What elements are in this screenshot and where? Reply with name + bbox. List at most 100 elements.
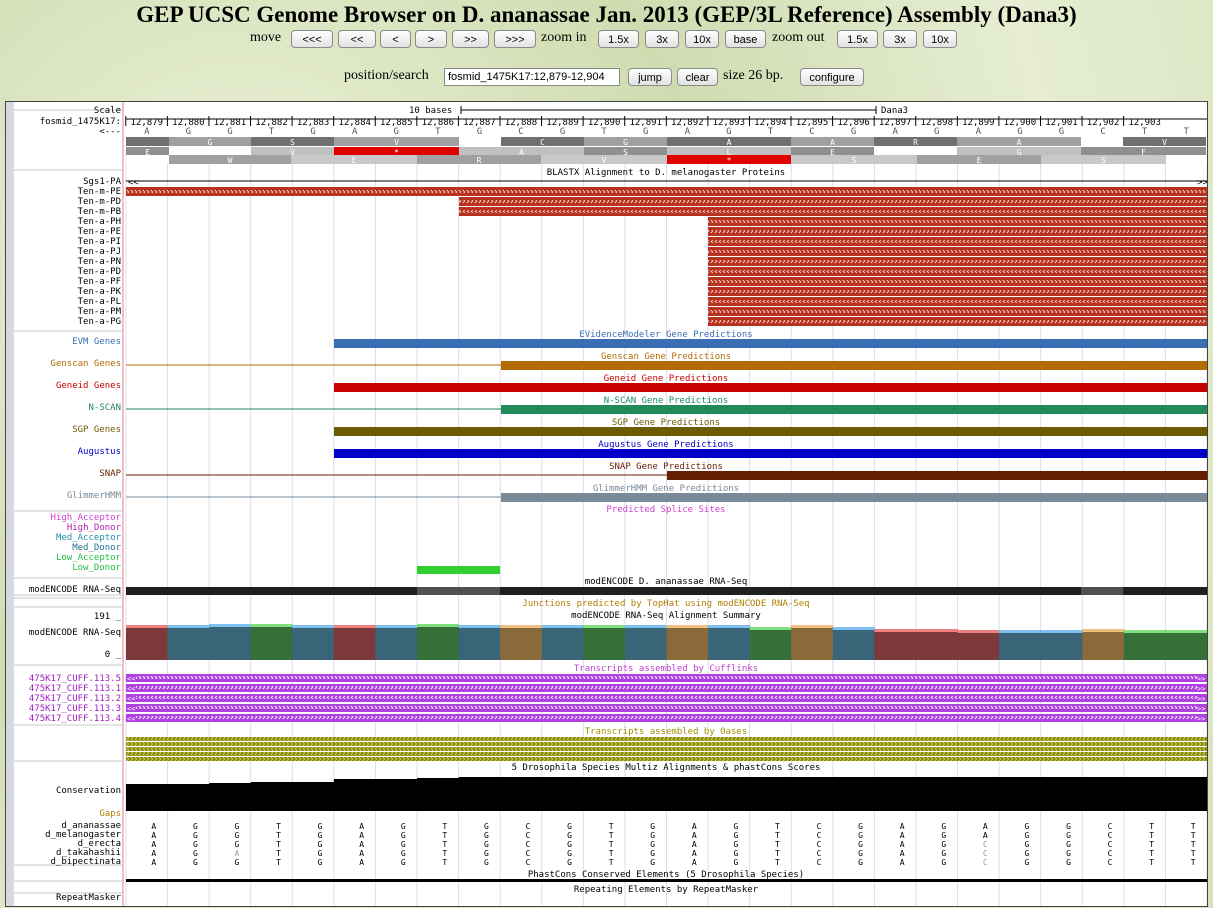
- amino-acid-block: [584, 137, 667, 146]
- conservation-bar: [292, 782, 335, 811]
- aligned-base: T: [442, 831, 447, 840]
- aligned-base: A: [359, 858, 364, 867]
- zoom-out-3x-button[interactable]: 3x: [883, 30, 917, 48]
- ruler-position: 12,888: [505, 118, 538, 128]
- gene-prediction-block[interactable]: [334, 339, 1207, 348]
- aligned-base: G: [858, 822, 863, 831]
- aligned-base: A: [692, 831, 697, 840]
- base-letter: G: [310, 127, 315, 137]
- coverage-bar: [167, 625, 210, 660]
- gene-prediction-block[interactable]: [501, 493, 1207, 502]
- amino-acid-letter: S: [623, 148, 628, 157]
- gene-prediction-block[interactable]: [334, 383, 1207, 392]
- aligned-base: G: [650, 822, 655, 831]
- coverage-bar: [333, 625, 376, 660]
- aligned-base: G: [733, 849, 738, 858]
- aligned-base: G: [1024, 849, 1029, 858]
- move-left-small-button[interactable]: <: [380, 30, 411, 48]
- aligned-base: G: [733, 822, 738, 831]
- aligned-base: G: [733, 840, 738, 849]
- aligned-base: G: [858, 858, 863, 867]
- gene-track-title: N-SCAN Gene Predictions: [604, 396, 729, 406]
- zoom-base-button[interactable]: base: [725, 30, 766, 48]
- aligned-base: G: [650, 858, 655, 867]
- amino-acid-letter: G: [1017, 148, 1022, 157]
- cufflinks-row-label: 475K17_CUFF.113.4: [28, 714, 121, 724]
- aligned-base: G: [650, 849, 655, 858]
- gene-prediction-block[interactable]: [501, 405, 1207, 414]
- aligned-base: G: [401, 822, 406, 831]
- amino-acid-letter: A: [830, 138, 835, 147]
- chevron-arrows: [136, 706, 1197, 709]
- base-letter: T: [435, 127, 441, 137]
- aligned-base: T: [276, 840, 281, 849]
- gene-prediction-block[interactable]: [667, 471, 1207, 480]
- aligned-base: G: [733, 858, 738, 867]
- ruler-position: 12,897: [879, 118, 912, 128]
- aligned-base: T: [442, 858, 447, 867]
- move-right-small-button[interactable]: >: [415, 30, 447, 48]
- base-letter: T: [601, 127, 607, 137]
- aligned-base: C: [526, 822, 531, 831]
- base-letter: G: [394, 127, 399, 137]
- base-letter: G: [477, 127, 482, 137]
- coverage-bar-top: [999, 630, 1042, 633]
- strand-label: <---: [99, 127, 121, 137]
- tracks-canvas[interactable]: 10 bases Dana3 12,879 12,880 12,881 12,882 12,…: [6, 102, 1207, 906]
- aligned-base: A: [692, 858, 697, 867]
- aligned-base: G: [1066, 831, 1071, 840]
- position-search-input[interactable]: fosmid_1475K17:12,879-12,904: [444, 68, 620, 86]
- aligned-base: T: [609, 858, 614, 867]
- zoom-in-3x-button[interactable]: 3x: [645, 30, 679, 48]
- aligned-base: G: [401, 858, 406, 867]
- coverage-bar-top: [375, 625, 418, 628]
- conservation-bar: [624, 777, 667, 811]
- move-right-far-button[interactable]: >>>: [494, 30, 536, 48]
- move-left-button[interactable]: <<: [338, 30, 376, 48]
- aligned-base: C: [1108, 858, 1113, 867]
- chevron-arrows: [708, 290, 1207, 293]
- phastcons-element[interactable]: [126, 879, 1207, 882]
- cufflinks-row-label: 475K17_CUFF.113.3: [28, 704, 121, 714]
- aligned-base: C: [983, 849, 988, 858]
- left-gutter[interactable]: [6, 102, 14, 906]
- gene-prediction-block[interactable]: [501, 361, 1207, 370]
- base-letter: G: [726, 127, 731, 137]
- coverage-bar-top: [1082, 629, 1125, 632]
- base-letter: G: [560, 127, 565, 137]
- base-letter: G: [851, 127, 856, 137]
- zoom-out-10x-button[interactable]: 10x: [923, 30, 957, 48]
- move-left-far-button[interactable]: <<<: [291, 30, 333, 48]
- track-viewer[interactable]: 10 bases Dana3 12,879 12,880 12,881 12,882 12,…: [5, 101, 1208, 907]
- blastx-row-label: Ten-a-PL: [77, 297, 121, 307]
- phastcons-title: PhastCons Conserved Elements (5 Drosophi…: [528, 870, 804, 880]
- rnaseq-density[interactable]: [126, 587, 1207, 595]
- aligned-base: A: [692, 849, 697, 858]
- blastx-row-label: Sgs1-PA: [83, 177, 121, 187]
- ruler-position: 12,894: [754, 118, 787, 128]
- cufflinks-row-label: 475K17_CUFF.113.2: [28, 694, 121, 704]
- clear-button[interactable]: clear: [677, 68, 718, 86]
- coverage-bar: [915, 629, 959, 660]
- amino-acid-block: [1041, 155, 1166, 164]
- amino-acid-block: [334, 147, 459, 156]
- splice-site-label: Low_Acceptor: [55, 553, 121, 563]
- coverage-bar-top: [250, 624, 293, 627]
- aligned-base: G: [318, 840, 323, 849]
- configure-button[interactable]: configure: [800, 68, 864, 86]
- zoom-out-1-5x-button[interactable]: 1.5x: [837, 30, 878, 48]
- splice-site-mark[interactable]: [417, 566, 500, 574]
- zoom-in-10x-button[interactable]: 10x: [685, 30, 719, 48]
- ruler-position: 12,886: [422, 118, 455, 128]
- cufflinks-title: Transcripts assembled by Cufflinks: [574, 664, 758, 674]
- aligned-base: G: [941, 849, 946, 858]
- move-right-button[interactable]: >>: [452, 30, 489, 48]
- aligned-base: G: [193, 822, 198, 831]
- gene-prediction-block[interactable]: [334, 449, 1207, 458]
- conservation-bar: [1123, 777, 1166, 811]
- gene-prediction-block[interactable]: [334, 427, 1207, 436]
- jump-button[interactable]: jump: [628, 68, 672, 86]
- zoom-in-1-5x-button[interactable]: 1.5x: [598, 30, 639, 48]
- gene-track-label: Genscan Genes: [50, 359, 121, 369]
- amino-acid-block: [1081, 147, 1206, 156]
